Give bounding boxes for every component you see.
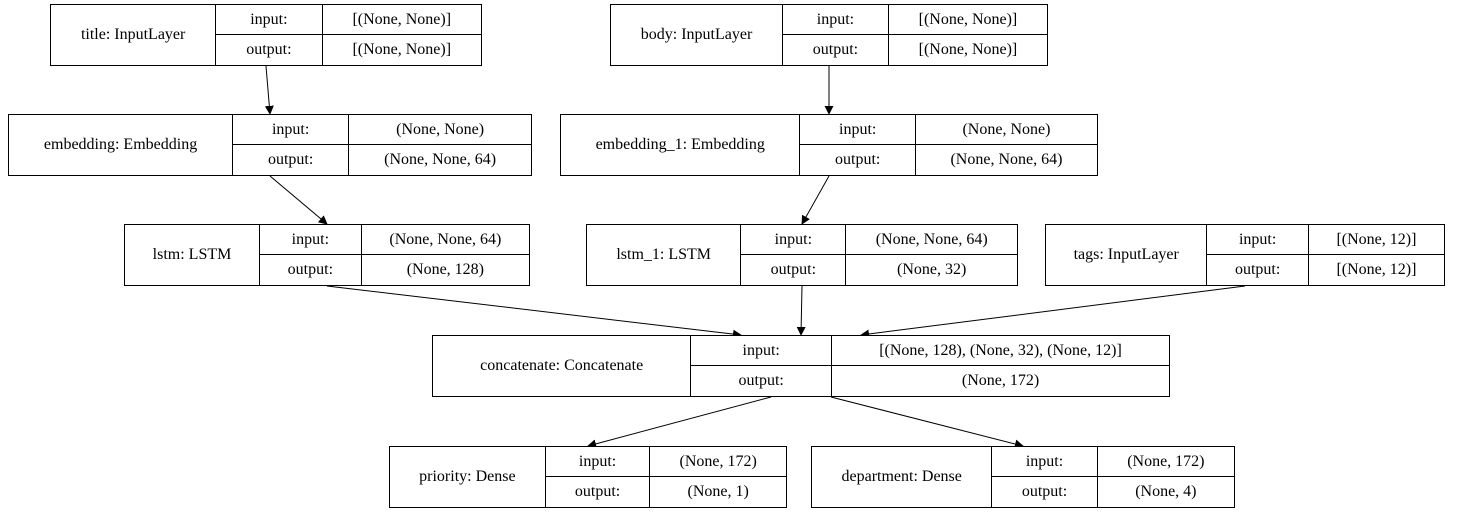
output-shape: (None, None, 64) — [916, 145, 1097, 175]
input-label: input: — [260, 225, 362, 255]
output-shape: (None, 4) — [1098, 477, 1234, 507]
output-label: output: — [546, 477, 651, 507]
input-label: input: — [1207, 225, 1308, 255]
output-shape: (None, 128) — [362, 255, 529, 285]
output-shape: [(None, None)] — [323, 35, 482, 65]
output-label: output: — [260, 255, 362, 285]
output-label: output: — [800, 145, 915, 175]
input-shape: [(None, None)] — [889, 5, 1047, 35]
input-label: input: — [800, 115, 915, 145]
output-label: output: — [741, 255, 846, 285]
layer-node-priority: priority: Denseinput:(None, 172)output:(… — [389, 446, 787, 508]
input-label: input: — [741, 225, 846, 255]
layer-node-department: department: Denseinput:(None, 172)output… — [811, 446, 1235, 508]
input-shape: [(None, 128), (None, 32), (None, 12)] — [832, 336, 1169, 366]
edge-embedding-to-lstm — [270, 176, 327, 224]
output-label: output: — [216, 35, 322, 65]
input-shape: [(None, 12)] — [1309, 225, 1444, 255]
layer-node-lstm_1: lstm_1: LSTMinput:(None, None, 64)output… — [586, 224, 1018, 286]
output-label: output: — [992, 477, 1097, 507]
output-shape: (None, 1) — [650, 477, 786, 507]
layer-name: embedding: Embedding — [9, 115, 233, 175]
output-shape: [(None, None)] — [889, 35, 1047, 65]
input-label: input: — [783, 5, 889, 35]
edge-concat-to-priority — [588, 397, 771, 446]
input-shape: (None, 172) — [650, 447, 786, 477]
edge-title-to-embedding — [266, 66, 270, 114]
layer-name: concatenate: Concatenate — [433, 336, 691, 396]
output-label: output: — [783, 35, 889, 65]
edge-concat-to-department — [831, 397, 1023, 446]
layer-name: embedding_1: Embedding — [561, 115, 800, 175]
input-shape: (None, None, 64) — [846, 225, 1017, 255]
layer-name: body: InputLayer — [611, 5, 783, 65]
output-shape: (None, 172) — [832, 366, 1169, 396]
output-label: output: — [691, 366, 832, 396]
input-label: input: — [216, 5, 322, 35]
input-label: input: — [691, 336, 832, 366]
output-shape: (None, None, 64) — [349, 145, 531, 175]
edge-embedding_1-to-lstm_1 — [802, 176, 829, 224]
output-shape: (None, 32) — [846, 255, 1017, 285]
layer-name: department: Dense — [812, 447, 992, 507]
layer-node-embedding_1: embedding_1: Embeddinginput:(None, None)… — [560, 114, 1098, 176]
layer-node-tags: tags: InputLayerinput:[(None, 12)]output… — [1045, 224, 1445, 286]
layer-name: priority: Dense — [390, 447, 546, 507]
layer-name: lstm_1: LSTM — [587, 225, 741, 285]
output-shape: [(None, 12)] — [1309, 255, 1444, 285]
input-label: input: — [992, 447, 1097, 477]
edge-lstm-to-concat — [327, 286, 741, 335]
input-shape: [(None, None)] — [323, 5, 482, 35]
layer-node-lstm: lstm: LSTMinput:(None, None, 64)output:(… — [124, 224, 530, 286]
output-label: output: — [233, 145, 349, 175]
output-label: output: — [1207, 255, 1308, 285]
edge-lstm_1-to-concat — [801, 286, 802, 335]
input-shape: (None, 172) — [1098, 447, 1234, 477]
layer-name: tags: InputLayer — [1046, 225, 1207, 285]
layer-node-title: title: InputLayerinput:[(None, None)]out… — [50, 4, 482, 66]
layer-name: lstm: LSTM — [125, 225, 260, 285]
edge-tags-to-concat — [861, 286, 1245, 335]
input-shape: (None, None) — [349, 115, 531, 145]
layer-node-body: body: InputLayerinput:[(None, None)]outp… — [610, 4, 1048, 66]
layer-node-concat: concatenate: Concatenateinput:[(None, 12… — [432, 335, 1170, 397]
input-label: input: — [233, 115, 349, 145]
input-label: input: — [546, 447, 651, 477]
input-shape: (None, None) — [916, 115, 1097, 145]
layer-name: title: InputLayer — [51, 5, 216, 65]
input-shape: (None, None, 64) — [362, 225, 529, 255]
layer-node-embedding: embedding: Embeddinginput:(None, None)ou… — [8, 114, 532, 176]
diagram-canvas: title: InputLayerinput:[(None, None)]out… — [0, 0, 1458, 516]
